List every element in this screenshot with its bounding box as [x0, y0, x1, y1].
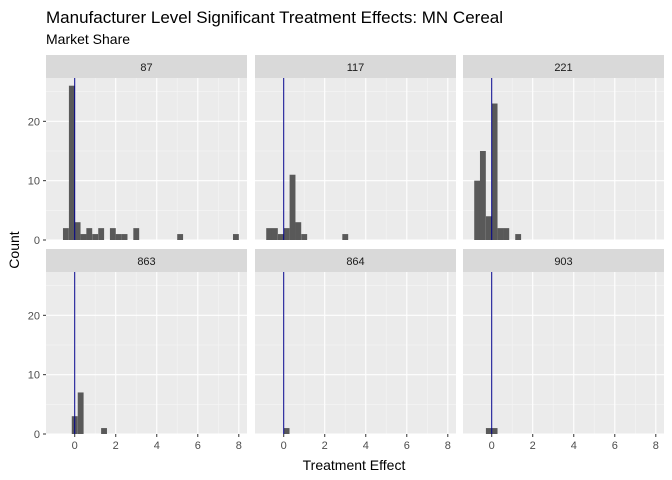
x-tick-label: 0	[281, 440, 287, 452]
y-tick-label: 10	[28, 176, 40, 188]
panel-background	[255, 272, 456, 434]
histogram-bar	[77, 392, 84, 434]
x-tick-label: 4	[363, 440, 369, 452]
histogram-bar	[62, 228, 69, 240]
histogram-bar	[301, 234, 308, 240]
x-tick-label: 2	[113, 440, 119, 452]
x-tick-label: 4	[571, 440, 577, 452]
facet-strip-label: 87	[140, 62, 152, 74]
histogram-bar	[485, 428, 492, 434]
facet-panel-221: 221	[463, 55, 664, 241]
histogram-bar	[98, 228, 105, 240]
x-tick-label: 4	[154, 440, 160, 452]
histogram-bar	[101, 428, 107, 434]
x-tick-label: 2	[530, 440, 536, 452]
x-tick-label: 0	[489, 440, 495, 452]
histogram-bar	[277, 234, 284, 240]
histogram-bar	[74, 222, 81, 240]
facet-panel-863: 863 0 2 4 6 8 0 10 20	[28, 249, 247, 452]
histogram-bar	[68, 85, 75, 241]
facet-strip	[255, 55, 456, 78]
chart-title: Manufacturer Level Significant Treatment…	[46, 8, 503, 27]
histogram-bar	[115, 234, 122, 240]
panel-background	[46, 78, 247, 240]
facet-strip-label: 117	[347, 62, 365, 74]
histogram-bar	[109, 228, 116, 240]
panel-background	[46, 272, 247, 434]
x-tick-label: 6	[195, 440, 201, 452]
facet-strip-label: 863	[137, 256, 155, 268]
facet-strip	[46, 249, 247, 272]
facet-strip-label: 221	[554, 62, 572, 74]
histogram-bar	[133, 228, 140, 240]
histogram-bar	[479, 150, 486, 240]
histogram-bar	[177, 234, 184, 240]
histogram-bar	[515, 234, 522, 240]
x-tick-label: 8	[445, 440, 451, 452]
histogram-bar	[266, 228, 273, 240]
histogram-bar	[289, 174, 296, 240]
x-tick-label: 8	[653, 440, 659, 452]
histogram-bar	[474, 180, 481, 240]
histogram-bar	[121, 234, 128, 240]
facet-panel-864: 864 0 2 4 6 8	[255, 249, 456, 452]
histogram-bar	[86, 228, 93, 240]
histogram-bar	[491, 103, 498, 241]
y-tick-label: 20	[28, 116, 40, 128]
x-axis-title: Treatment Effect	[303, 457, 406, 473]
facet-panel-117: 117	[255, 55, 456, 241]
histogram-bar	[232, 234, 239, 240]
y-tick-label: 0	[34, 235, 40, 247]
histogram-bar	[283, 228, 290, 240]
x-tick-label: 6	[404, 440, 410, 452]
histogram-bar	[342, 234, 349, 240]
facet-panels: 87 0 10 20 117 221 863 0 2 4 6 8 0 10 20 864 0 2 4 6 8 903 0 2 4…	[28, 55, 664, 452]
histogram-bar	[497, 228, 504, 240]
panel-background	[255, 78, 456, 240]
facet-strip	[46, 55, 247, 78]
x-tick-label: 6	[612, 440, 618, 452]
panel-background	[463, 272, 664, 434]
facet-strip	[463, 55, 664, 78]
x-tick-label: 8	[236, 440, 242, 452]
histogram-bar	[485, 216, 492, 240]
histogram-bar	[283, 428, 290, 434]
y-tick-label: 0	[34, 429, 40, 441]
facet-strip	[463, 249, 664, 272]
facet-panel-87: 87 0 10 20	[28, 55, 247, 247]
histogram-bar	[295, 222, 302, 240]
y-tick-label: 10	[28, 370, 40, 382]
y-axis-title: Count	[6, 231, 22, 268]
y-tick-label: 20	[28, 310, 40, 322]
histogram-bar	[271, 228, 278, 240]
x-tick-label: 0	[72, 440, 78, 452]
facet-strip-label: 903	[554, 256, 572, 268]
histogram-bar	[491, 428, 498, 434]
histogram-bar	[80, 234, 87, 240]
x-tick-label: 2	[322, 440, 328, 452]
facet-strip-label: 864	[346, 256, 364, 268]
facet-panel-903: 903 0 2 4 6 8	[463, 249, 664, 452]
chart-subtitle: Market Share	[46, 31, 130, 47]
facet-strip	[255, 249, 456, 272]
histogram-bar	[92, 234, 99, 240]
histogram-bar	[503, 228, 510, 240]
